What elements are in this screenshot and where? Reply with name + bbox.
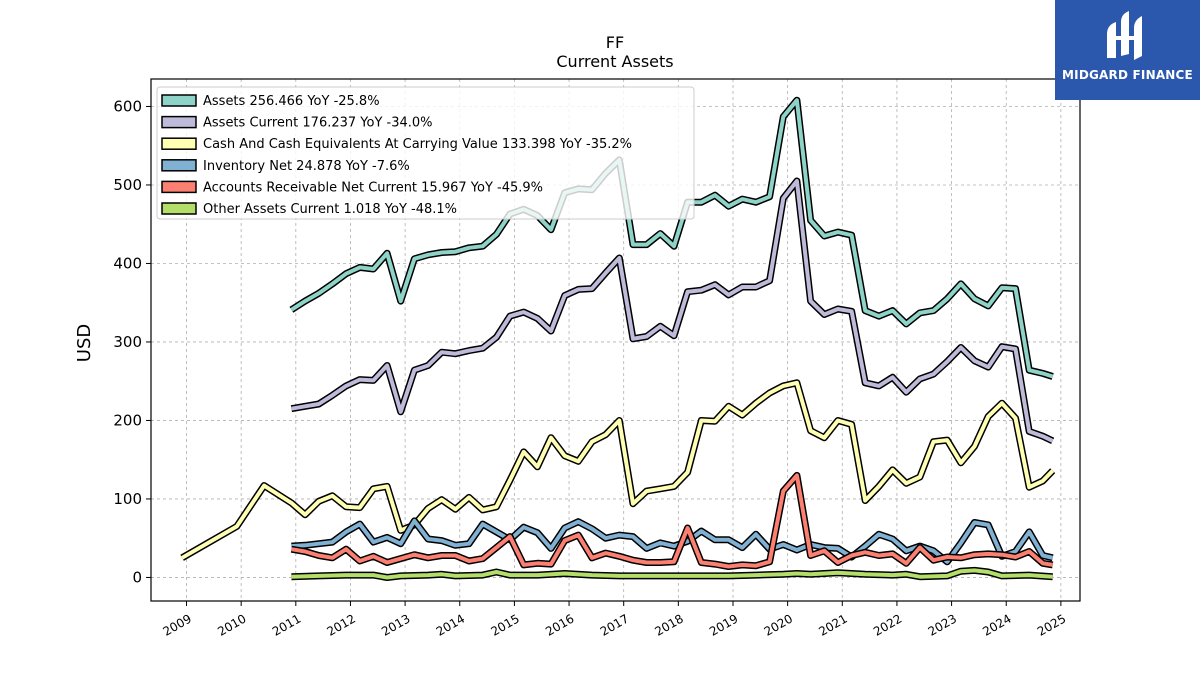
- x-tick-label: 2015: [488, 611, 521, 638]
- legend-entry: Cash And Cash Equivalents At Carrying Va…: [203, 137, 632, 152]
- series-line-3: [291, 518, 1054, 564]
- x-tick-label: 2009: [161, 611, 194, 638]
- series-line-5: [291, 568, 1053, 580]
- logo: MIDGARD FINANCE: [1055, 0, 1200, 100]
- x-tick-label: 2018: [652, 611, 685, 638]
- legend: Assets 256.466 YoY -25.8% Assets Current …: [156, 86, 695, 220]
- y-tick-label: 500: [113, 176, 142, 194]
- x-axis: 2009 2010 2011 2012 2013 2014 2015 2016 2017 2018…: [161, 601, 1068, 639]
- legend-swatch: [161, 202, 197, 215]
- x-tick-label: 2021: [816, 611, 849, 638]
- y-tick-label: 200: [113, 411, 142, 429]
- legend-entry: Inventory Net 24.878 YoY -7.6%: [203, 159, 410, 174]
- y-tick-label: 600: [113, 97, 142, 115]
- x-tick-label: 2023: [926, 611, 959, 638]
- legend-swatch: [161, 180, 197, 194]
- x-tick-label: 2019: [707, 611, 740, 638]
- legend-swatch: [161, 159, 197, 172]
- x-tick-label: 2011: [270, 611, 303, 638]
- x-tick-label: 2022: [871, 611, 904, 638]
- legend-swatch: [161, 137, 197, 150]
- legend-entry: Accounts Receivable Net Current 15.967 Y…: [203, 180, 543, 195]
- x-tick-label: 2016: [543, 611, 576, 638]
- legend-box: [156, 86, 695, 220]
- y-tick-label: 300: [113, 333, 142, 351]
- series-lines: [180, 96, 1056, 581]
- series-line-2: [181, 380, 1055, 560]
- legend-entry: Other Assets Current 1.018 YoY -48.1%: [203, 202, 457, 217]
- chart-title: FF: [606, 33, 624, 52]
- chart-subtitle: Current Assets: [556, 52, 673, 71]
- legend-swatch: [161, 115, 197, 129]
- series-line-0: [290, 98, 1054, 379]
- midgard-logo-icon: [1107, 11, 1142, 60]
- y-tick-label: 400: [113, 254, 142, 272]
- x-tick-label: 2012: [325, 611, 358, 638]
- legend-entry: Assets 256.466 YoY -25.8%: [203, 94, 380, 109]
- y-axis: 0 100 200 300 400 500 600: [113, 97, 151, 586]
- x-tick-label: 2013: [379, 611, 412, 638]
- legend-swatch: [161, 94, 197, 107]
- x-tick-label: 2025: [1035, 611, 1068, 638]
- plot-frame: [150, 78, 1081, 602]
- y-tick-label: 0: [132, 568, 142, 586]
- series-line-1: [291, 179, 1054, 443]
- y-tick-label: 100: [113, 490, 142, 508]
- logo-wordmark: MIDGARD FINANCE: [1062, 68, 1193, 82]
- x-tick-label: 2017: [598, 611, 631, 638]
- legend-entry: Assets Current 176.237 YoY -34.0%: [203, 116, 433, 131]
- x-tick-label: 2020: [762, 611, 795, 638]
- x-tick-label: 2014: [434, 611, 467, 638]
- y-axis-label: USD: [74, 324, 95, 362]
- x-tick-label: 2024: [980, 611, 1013, 638]
- x-tick-label: 2010: [215, 611, 248, 638]
- series-line-4: [291, 473, 1054, 569]
